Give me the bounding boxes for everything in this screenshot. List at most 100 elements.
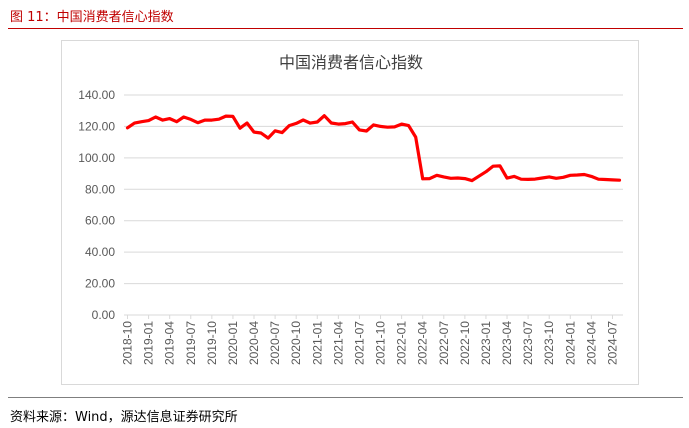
data-point (520, 178, 523, 181)
data-point (358, 129, 361, 132)
bottom-divider (8, 397, 683, 398)
data-point (400, 123, 403, 126)
data-point (492, 165, 495, 168)
series-layer (125, 114, 622, 183)
y-tick-label: 100.00 (78, 151, 115, 165)
figure-title: 图 11：中国消费者信心指数 (10, 10, 174, 25)
data-point (590, 175, 593, 178)
data-point (407, 124, 410, 127)
x-tick-label: 2022-04 (416, 321, 430, 365)
data-point (246, 122, 249, 125)
series-line (125, 114, 622, 183)
x-tick-label: 2022-10 (458, 321, 472, 365)
data-point (147, 119, 150, 122)
top-divider (8, 28, 683, 29)
x-tick-label: 2024-04 (584, 321, 598, 365)
data-point (168, 117, 171, 120)
y-tick-label: 0.00 (92, 308, 116, 322)
data-point (211, 119, 214, 122)
x-axis-ticks: 2018-10 2019-01 2019-04 2019-07 2019-10 2020-… (121, 315, 619, 365)
chart-title: 中国消费者信心指数 (279, 53, 423, 72)
data-point (611, 179, 614, 182)
y-axis-ticks: 0.00 20.00 40.00 60.00 80.00 100.00 120.00 140.… (78, 88, 115, 322)
data-point (555, 177, 558, 180)
x-tick-label: 2021-04 (331, 321, 345, 365)
data-point (274, 130, 277, 133)
data-point (154, 116, 157, 119)
data-point (351, 121, 354, 124)
x-tick-label: 2023-10 (542, 321, 556, 365)
data-point (485, 170, 488, 173)
data-point (140, 120, 143, 123)
data-point (527, 178, 530, 181)
x-tick-label: 2023-04 (500, 321, 514, 365)
data-point (218, 118, 221, 121)
data-point (478, 175, 481, 178)
x-tick-label: 2020-07 (268, 321, 282, 365)
data-point (309, 122, 312, 125)
x-tick-label: 2020-10 (289, 321, 303, 365)
data-point (583, 173, 586, 176)
data-point (604, 178, 607, 181)
x-tick-label: 2024-07 (605, 321, 619, 365)
data-point (204, 119, 207, 122)
y-tick-label: 80.00 (85, 182, 115, 196)
data-point (436, 174, 439, 177)
x-tick-label: 2021-10 (374, 321, 388, 365)
data-point (365, 130, 368, 133)
data-point (450, 177, 453, 180)
data-point (239, 127, 242, 130)
data-point (471, 179, 474, 182)
y-tick-label: 60.00 (85, 214, 115, 228)
x-tick-label: 2020-01 (226, 321, 240, 365)
x-tick-label: 2023-07 (521, 321, 535, 365)
data-point (190, 118, 193, 121)
data-point (464, 177, 467, 180)
x-tick-label: 2021-01 (310, 321, 324, 365)
x-tick-label: 2023-01 (479, 321, 493, 365)
y-tick-label: 120.00 (78, 119, 115, 133)
gridlines (124, 94, 623, 316)
data-point (288, 124, 291, 127)
data-point (506, 177, 509, 180)
data-point (443, 176, 446, 179)
data-point (161, 119, 164, 122)
data-point (337, 123, 340, 126)
data-point (295, 122, 298, 125)
data-point (562, 176, 565, 179)
data-point (225, 115, 228, 118)
y-tick-label: 20.00 (85, 277, 115, 291)
y-tick-label: 140.00 (78, 88, 115, 102)
data-point (576, 174, 579, 177)
x-tick-label: 2022-01 (395, 321, 409, 365)
data-point (302, 119, 305, 122)
x-tick-label: 2022-07 (437, 321, 451, 365)
x-tick-label: 2020-04 (247, 321, 261, 365)
data-point (197, 121, 200, 124)
x-tick-label: 2019-04 (163, 321, 177, 365)
chart-frame (61, 40, 639, 385)
data-point (232, 115, 235, 118)
x-tick-label: 2024-01 (563, 321, 577, 365)
data-point (253, 131, 256, 134)
data-point (513, 175, 516, 178)
data-point (175, 120, 178, 123)
x-tick-label: 2021-07 (352, 321, 366, 365)
data-point (182, 116, 185, 119)
y-tick-label: 40.00 (85, 245, 115, 259)
source-note: 资料来源：Wind，源达信息证券研究所 (10, 410, 238, 425)
data-point (133, 122, 136, 125)
data-point (618, 179, 621, 182)
data-point (126, 127, 129, 130)
x-tick-label: 2019-07 (184, 321, 198, 365)
data-point (260, 132, 263, 135)
data-point (386, 126, 389, 129)
data-point (421, 178, 424, 181)
data-point (414, 136, 417, 139)
data-point (597, 178, 600, 181)
x-tick-label: 2019-01 (142, 321, 156, 365)
data-point (267, 137, 270, 140)
data-point (281, 131, 284, 134)
data-point (344, 122, 347, 125)
